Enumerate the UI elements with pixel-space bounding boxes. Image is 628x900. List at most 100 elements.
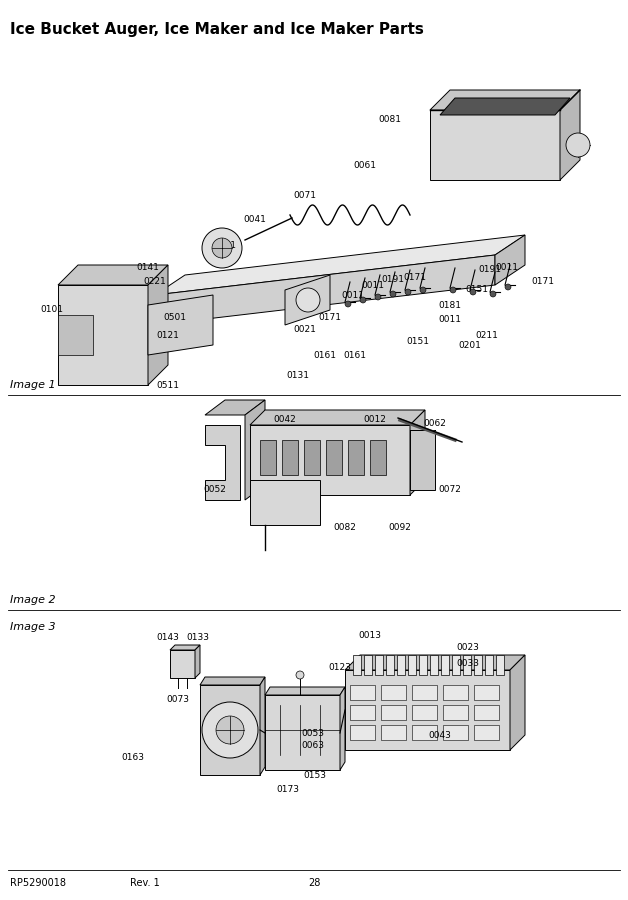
Circle shape [296,288,320,312]
Bar [304,440,320,475]
Circle shape [450,287,456,293]
Text: 0121: 0121 [156,330,180,339]
Polygon shape [410,430,435,490]
Text: 0211: 0211 [475,330,499,339]
Bar [348,440,364,475]
Polygon shape [410,410,425,495]
Text: 0081: 0081 [379,115,401,124]
Text: 0033: 0033 [457,659,480,668]
Circle shape [505,284,511,290]
Text: 0063: 0063 [301,741,325,750]
Circle shape [345,301,351,307]
Polygon shape [170,650,195,678]
Polygon shape [58,265,168,285]
Polygon shape [345,670,510,750]
Text: 0181: 0181 [438,301,462,310]
Polygon shape [430,655,438,675]
Bar [260,440,276,475]
Polygon shape [205,425,240,500]
Bar [282,440,298,475]
Text: 0053: 0053 [301,728,325,737]
Text: Ice Bucket Auger, Ice Maker and Ice Maker Parts: Ice Bucket Auger, Ice Maker and Ice Make… [10,22,424,37]
Bar [381,705,406,720]
Bar [474,705,499,720]
Bar [474,685,499,700]
Polygon shape [58,285,148,385]
Bar [412,725,437,740]
Polygon shape [430,110,560,180]
Bar [350,705,375,720]
Polygon shape [195,645,200,678]
Bar [350,725,375,740]
Bar [370,440,386,475]
Text: 28: 28 [308,878,320,888]
Polygon shape [364,655,372,675]
Text: 0163: 0163 [121,753,144,762]
Text: 0201: 0201 [458,340,482,349]
Text: 0191: 0191 [381,275,404,284]
Text: 0061: 0061 [354,160,377,169]
Circle shape [470,289,476,295]
Circle shape [202,228,242,268]
Bar [443,685,468,700]
Text: 0011: 0011 [495,264,519,273]
Polygon shape [250,410,425,425]
Polygon shape [441,655,449,675]
Text: 0023: 0023 [457,644,479,652]
Text: RP5290018: RP5290018 [10,878,66,888]
Polygon shape [265,687,345,695]
Text: 0171: 0171 [318,313,342,322]
Bar [350,685,375,700]
Polygon shape [58,315,93,355]
Text: 0123: 0123 [328,663,352,672]
Polygon shape [386,655,394,675]
Polygon shape [260,677,265,775]
Text: 0101: 0101 [40,305,63,314]
Text: 0012: 0012 [364,416,386,425]
Polygon shape [205,400,265,415]
Text: 0082: 0082 [333,524,357,533]
Text: 0041: 0041 [244,215,266,224]
Bar [381,685,406,700]
Text: 0151: 0151 [465,285,489,294]
Polygon shape [440,98,570,115]
Text: 0013: 0013 [359,631,381,640]
Text: 0161: 0161 [344,350,367,359]
Circle shape [216,716,244,744]
Text: Image 2: Image 2 [10,595,56,605]
Polygon shape [245,400,265,500]
Polygon shape [495,235,525,285]
Polygon shape [430,90,580,110]
Polygon shape [485,655,493,675]
Polygon shape [148,265,168,385]
Text: 0511: 0511 [156,381,180,390]
Text: Image 3: Image 3 [10,622,56,632]
Text: 0043: 0043 [428,731,452,740]
Text: 0021: 0021 [293,326,317,335]
Polygon shape [510,655,525,750]
Text: 0062: 0062 [423,418,447,427]
Circle shape [390,291,396,297]
Bar [412,685,437,700]
Polygon shape [452,655,460,675]
Circle shape [360,297,366,303]
Text: 0011: 0011 [342,291,364,300]
Text: 0173: 0173 [276,786,300,795]
Text: 0191: 0191 [479,266,502,274]
Circle shape [490,291,496,297]
Polygon shape [155,255,495,325]
Polygon shape [170,645,200,650]
Text: Rev. 1: Rev. 1 [130,878,160,888]
Polygon shape [148,295,213,355]
Text: 0011: 0011 [438,316,462,325]
Text: 0153: 0153 [303,770,327,779]
Text: 0501: 0501 [163,313,187,322]
Text: 0131: 0131 [286,371,310,380]
Bar [443,725,468,740]
Circle shape [566,133,590,157]
Bar [412,705,437,720]
Polygon shape [375,655,383,675]
Polygon shape [474,655,482,675]
Circle shape [375,294,381,300]
Text: 0092: 0092 [389,524,411,533]
